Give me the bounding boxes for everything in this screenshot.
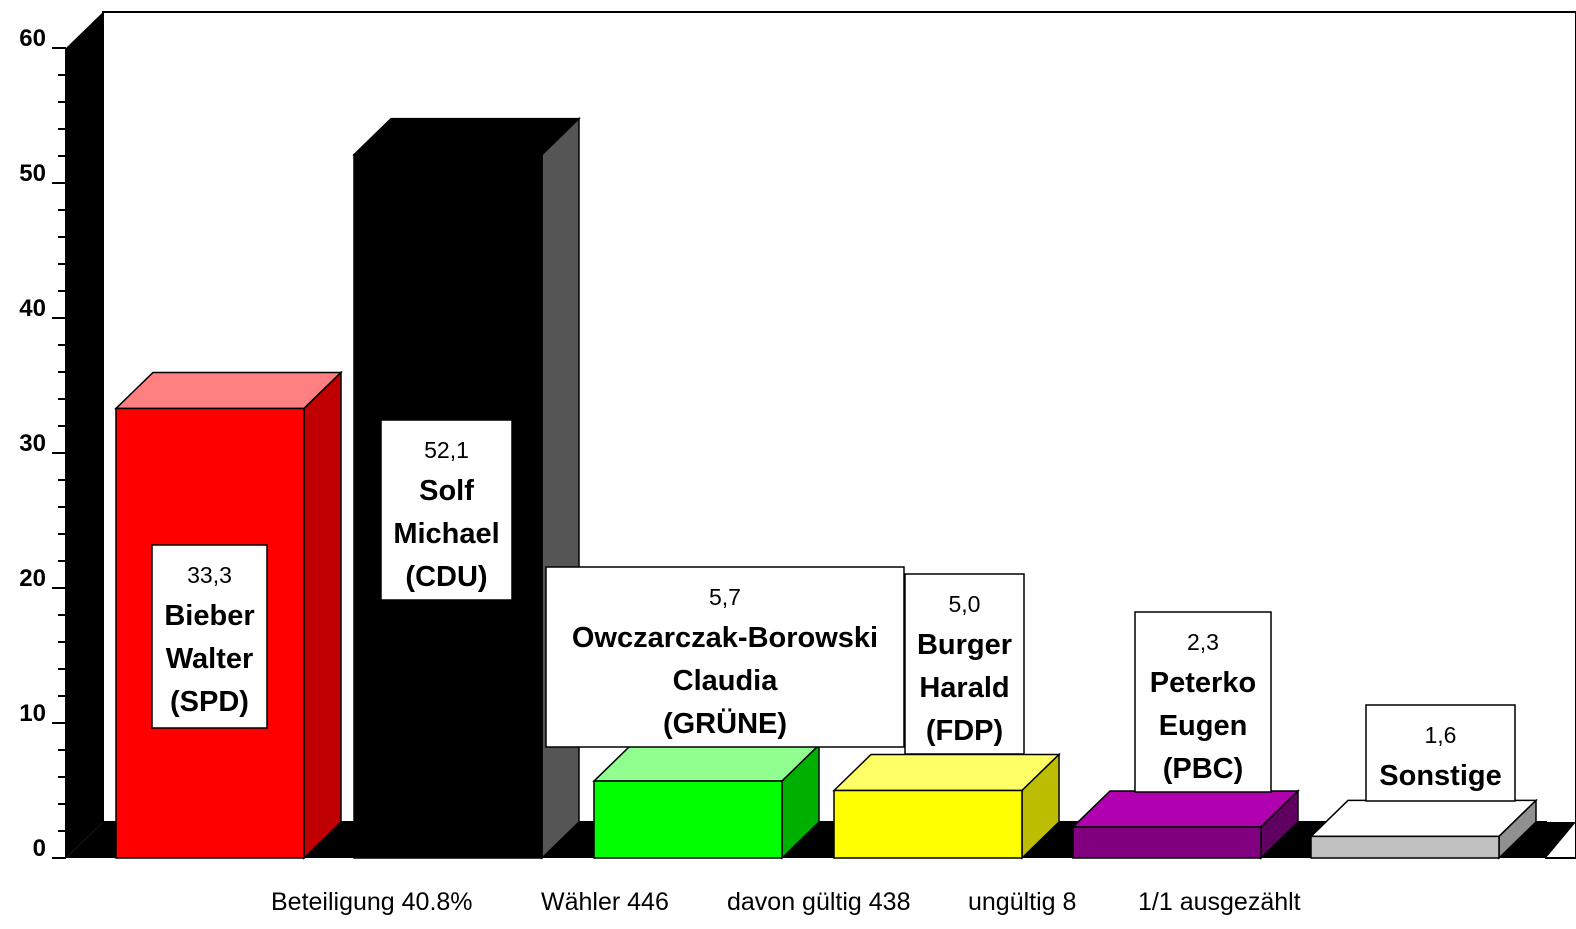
bar-label-box-6: 1,6 Sonstige: [1365, 704, 1516, 802]
voters-text: Wähler 446: [541, 888, 669, 916]
candidate-label-line: Walter: [166, 643, 254, 675]
candidate-label-line: Michael: [393, 518, 499, 550]
value-label: 33,3: [187, 562, 232, 588]
value-label: 52,1: [424, 437, 469, 463]
bar-label-box-2: 52,1 Solf Michael (CDU): [380, 419, 513, 601]
counted-text: 1/1 ausgezählt: [1138, 888, 1301, 916]
y-tick-label: 10: [19, 700, 46, 727]
value-label: 5,7: [709, 584, 741, 610]
bar-top-face: [1071, 790, 1300, 828]
bar-top-face: [1309, 799, 1538, 838]
bar-4: [832, 752, 1061, 860]
candidate-label-line: (PBC): [1163, 753, 1244, 785]
bar-top-face: [832, 753, 1061, 792]
bar-6: [1309, 798, 1538, 860]
bar-side-face: [303, 370, 342, 860]
candidate-label-line: Peterko: [1150, 667, 1256, 699]
bar-front-face: [833, 789, 1023, 859]
candidate-label-line: (GRÜNE): [663, 707, 787, 740]
y-axis-ticks: 0 10 20 30 40 50 60: [19, 25, 66, 862]
candidate-label-line: Bieber: [164, 600, 254, 632]
bar-label-box-3: 5,7 Owczarczak-Borowski Claudia (GRÜNE): [545, 566, 905, 748]
label-box: [151, 544, 268, 729]
label-box: [1134, 611, 1272, 793]
bar-front-face: [593, 780, 783, 859]
candidate-label-line: (FDP): [926, 715, 1003, 747]
bar-top-face: [114, 371, 343, 410]
valid-votes-text: davon gültig 438: [727, 888, 911, 916]
bar-label-box-5: 2,3 Peterko Eugen (PBC): [1134, 611, 1272, 793]
candidate-label-line: Solf: [419, 475, 474, 507]
bar-front-face: [1310, 835, 1500, 859]
value-label: 2,3: [1187, 629, 1219, 655]
bar-top-face: [592, 744, 821, 782]
bar-label-box-1: 33,3 Bieber Walter (SPD): [151, 544, 268, 729]
turnout-text: Beteiligung 40.8%: [271, 888, 473, 916]
bar-labels: 33,3 Bieber Walter (SPD) 52,1 Solf Michael (CDU…: [151, 419, 1516, 802]
invalid-votes-text: ungültig 8: [968, 888, 1077, 916]
y-tick-label: 40: [19, 295, 46, 322]
y-tick-label: 20: [19, 565, 46, 592]
bar-3: [592, 743, 821, 860]
y-tick-label: 30: [19, 430, 46, 457]
y-tick-label: 50: [19, 160, 46, 187]
label-box: [1365, 704, 1516, 802]
value-label: 1,6: [1425, 722, 1457, 748]
bar-top-face: [352, 117, 581, 156]
candidate-label-line: Claudia: [673, 665, 779, 697]
candidate-label-line: (SPD): [170, 686, 249, 718]
candidate-label-line: (CDU): [405, 561, 487, 593]
value-label: 5,0: [949, 591, 981, 617]
candidate-label-line: Owczarczak-Borowski: [572, 622, 878, 654]
bar-front-face: [1072, 826, 1262, 859]
candidate-label-line: Harald: [919, 672, 1009, 704]
label-box: [380, 419, 513, 601]
label-box: [904, 573, 1025, 755]
candidate-label-line: Burger: [917, 629, 1012, 661]
y-tick-label: 60: [19, 25, 46, 52]
left-wall: [66, 12, 103, 858]
bar-label-box-4: 5,0 Burger Harald (FDP): [904, 573, 1025, 755]
y-tick-label: 0: [33, 835, 46, 862]
label-box: [545, 566, 905, 748]
bar-5: [1071, 789, 1300, 860]
candidate-label-line: Eugen: [1159, 710, 1248, 742]
candidate-label-line: Sonstige: [1379, 760, 1501, 792]
